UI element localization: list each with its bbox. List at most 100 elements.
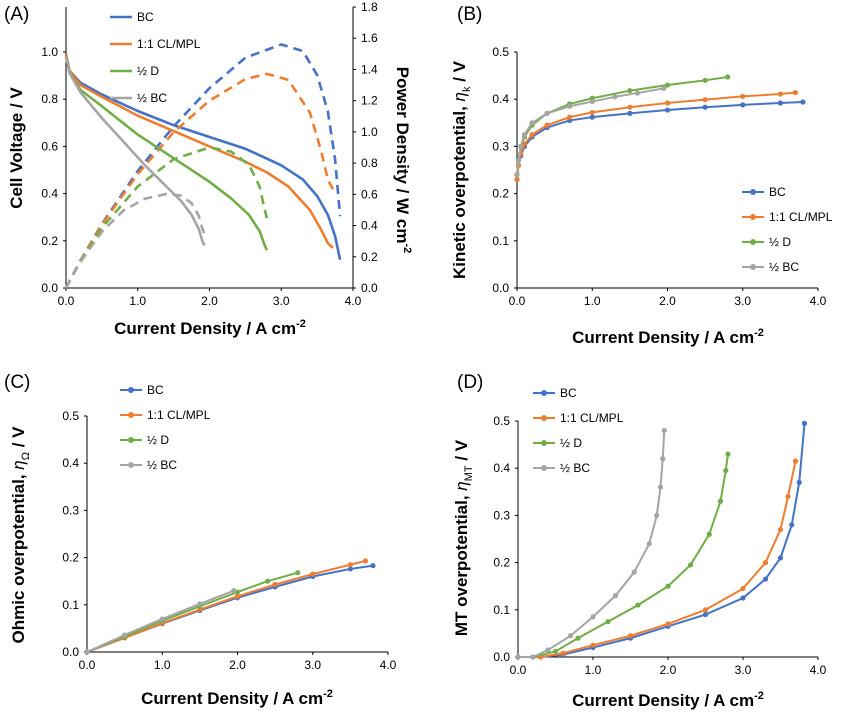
panel-a-voltage-line-1-1-cl-mpl — [64, 54, 334, 249]
panel-a-y-tick-label: 0.2 — [41, 234, 58, 248]
panel-d-point-bc — [631, 569, 637, 575]
panel-a-x-ticks: 0.0 1.0 2.0 3.0 4.0 — [58, 288, 362, 308]
panel-c-point-bc — [159, 616, 165, 622]
panel-d-x-tick-label: 2.0 — [660, 663, 677, 677]
panel-b-point-bc — [521, 132, 528, 138]
panel-c-y-tick-label: 0.2 — [62, 551, 79, 565]
panel-a-y2-tick-label: 1.2 — [361, 94, 378, 108]
panel-c-x-tick-label: 0.0 — [79, 658, 96, 672]
panel-a-series — [64, 43, 342, 289]
panel-d-series-line-bc — [518, 430, 666, 658]
panel-c-legend-marker-d — [128, 437, 134, 443]
panel-a-x-tick-label: 0.0 — [58, 294, 75, 308]
panel-d-series — [515, 420, 808, 660]
panel-b-kinetic-chart: (B) Current Density / A cm-2 Kinetic ove… — [450, 4, 833, 347]
panel-d-legend-label-bc: BC — [560, 386, 577, 400]
panel-c-x-axis-label: Current Density / A cm-2 — [141, 688, 333, 708]
panel-b-point-1-1-cl-mpl — [702, 97, 708, 103]
panel-b-y-axis-label: Kinetic overpotential, ηk / V — [450, 60, 473, 279]
panel-c-y-tick-label: 0.0 — [62, 645, 79, 659]
panel-a-x-tick-label: 4.0 — [345, 294, 362, 308]
panel-d-point-d — [605, 619, 611, 625]
panel-d-legend-marker-bc — [541, 390, 547, 396]
panel-b-point-bc — [800, 99, 806, 105]
panel-c-label: (C) — [4, 372, 30, 393]
panel-c-point-bc — [122, 632, 128, 638]
panel-d-point-bc — [612, 593, 619, 599]
panel-d-x-tick-label: 0.0 — [510, 663, 527, 677]
panel-b-point-1-1-cl-mpl — [777, 91, 783, 97]
panel-d-point-bc — [796, 479, 802, 485]
panel-b-point-bc — [529, 120, 535, 126]
panel-b-x-tick-label: 0.0 — [509, 294, 526, 308]
panel-d-x-tick-label: 4.0 — [810, 663, 827, 677]
panel-b-point-d — [702, 77, 708, 83]
panel-d-y-tick-label: 0.1 — [493, 603, 510, 617]
panel-d-x-tick-label: 1.0 — [585, 663, 602, 677]
panel-a-y2-tick-label: 0.6 — [361, 187, 378, 201]
panel-b-point-d — [664, 82, 671, 88]
panel-a-legend-label-bc: ½ BC — [137, 91, 167, 105]
panel-d-point-bc — [702, 611, 709, 618]
panel-d-y-tick-label: 0.0 — [493, 650, 510, 664]
panel-c-point-1-1-cl-mpl — [234, 593, 241, 599]
panel-c-point-1-1-cl-mpl — [272, 581, 278, 588]
panel-c-point-bc — [347, 566, 353, 572]
panel-b-y-ticks: 0.0 0.1 0.2 0.3 0.4 0.5 — [492, 45, 517, 295]
panel-a-y-ticks: 0.0 0.2 0.4 0.6 0.8 1.0 — [41, 45, 66, 295]
panel-d-y-tick-label: 0.2 — [493, 556, 510, 570]
panel-b-series — [514, 74, 806, 183]
panel-d-legend-marker-1-1-cl-mpl — [541, 415, 547, 421]
panel-a-legend-label-bc: BC — [137, 10, 154, 24]
panel-c-legend-label-1-1-cl-mpl: 1:1 CL/MPL — [147, 408, 211, 422]
panel-d-point-bc — [515, 654, 521, 660]
panel-d-point-1-1-cl-mpl — [777, 526, 784, 533]
panel-a-y2-tick-label: 1.6 — [361, 31, 378, 45]
panel-a-label: (A) — [4, 4, 29, 25]
panel-c-point-1-1-cl-mpl — [362, 558, 369, 564]
panel-b-legend-label-bc: BC — [769, 185, 786, 199]
panel-c-point-bc — [370, 563, 376, 569]
panel-c-x-tick-label: 1.0 — [154, 658, 171, 672]
panel-d-point-bc — [789, 522, 795, 528]
panel-c-y-tick-label: 0.4 — [62, 456, 79, 470]
panel-a-voltage-line-bc — [64, 56, 206, 247]
panel-c-x-tick-label: 3.0 — [304, 658, 321, 672]
panel-d-point-1-1-cl-mpl — [702, 607, 709, 613]
panel-a-x-tick-label: 3.0 — [273, 294, 290, 308]
panel-d-point-d — [717, 498, 724, 504]
panel-a-y2-tick-label: 1.4 — [361, 62, 378, 76]
panel-b-y-tick-label: 0.5 — [492, 45, 509, 59]
panel-c-ohmic-chart: (C) Current Density / A cm-2 Ohmic overp… — [4, 372, 397, 708]
panel-b-x-axis-label: Current Density / A cm-2 — [572, 327, 764, 347]
panel-b-y-tick-label: 0.0 — [492, 281, 509, 295]
panel-c-point-1-1-cl-mpl — [347, 562, 353, 568]
panel-d-point-d — [723, 467, 729, 474]
panel-c-y-tick-label: 0.1 — [62, 598, 79, 612]
panel-c-y-tick-label: 0.3 — [62, 503, 79, 517]
panel-c-series — [84, 558, 376, 655]
panel-b-point-bc — [777, 100, 783, 106]
panel-d-point-bc — [801, 420, 808, 426]
panel-d-point-d — [552, 648, 559, 654]
panel-a-y2-tick-label: 0.0 — [361, 281, 378, 295]
panel-b-series-line-1-1-cl-mpl — [516, 91, 796, 180]
panel-c-legend-label-d: ½ D — [147, 433, 169, 447]
panel-a-x-tick-label: 2.0 — [201, 294, 218, 308]
panel-b-point-bc — [589, 114, 595, 120]
panel-b-point-bc — [634, 90, 641, 96]
panel-c-point-1-1-cl-mpl — [310, 571, 316, 577]
panel-d-legend-label-1-1-cl-mpl: 1:1 CL/MPL — [560, 411, 624, 425]
panel-b-point-d — [627, 88, 633, 94]
panel-b-legend-marker-bc — [750, 264, 756, 270]
panel-a-voltage-line-d — [64, 56, 269, 251]
panel-d-point-1-1-cl-mpl — [560, 650, 566, 656]
panel-c-x-tick-label: 2.0 — [229, 658, 246, 672]
panel-b-legend-label-1-1-cl-mpl: 1:1 CL/MPL — [769, 210, 833, 224]
panel-b-point-bc — [661, 85, 667, 91]
panel-d-point-d — [725, 451, 731, 457]
panel-d-legend-marker-d — [541, 440, 547, 446]
panel-b-point-bc — [627, 110, 633, 116]
panel-b-point-1-1-cl-mpl — [544, 122, 550, 128]
panel-a-y2-tick-label: 0.2 — [361, 250, 378, 264]
